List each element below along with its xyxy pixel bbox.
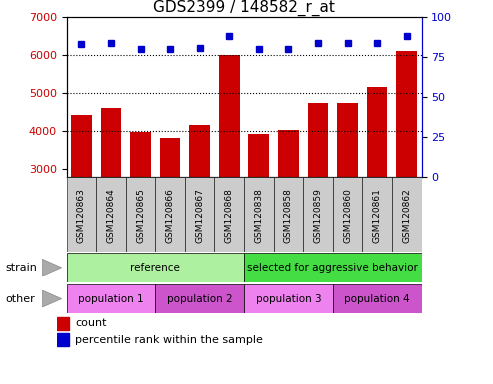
Text: GSM120860: GSM120860 [343,188,352,243]
Bar [248,134,269,177]
Text: percentile rank within the sample: percentile rank within the sample [75,335,263,345]
Text: population 1: population 1 [78,293,144,304]
Text: count: count [75,318,106,328]
Text: GSM120864: GSM120864 [106,188,115,243]
Bar [67,177,96,252]
Bar [244,253,422,282]
Text: population 2: population 2 [167,293,233,304]
Bar [392,177,422,252]
Bar [244,177,274,252]
Text: GSM120862: GSM120862 [402,188,411,243]
Text: other: other [5,293,35,304]
Text: GSM120868: GSM120868 [225,188,234,243]
Bar [57,333,70,346]
Text: GSM120858: GSM120858 [284,188,293,243]
Bar [101,108,121,177]
Bar [160,137,180,177]
Text: GSM120863: GSM120863 [77,188,86,243]
Text: population 3: population 3 [255,293,321,304]
Bar [214,177,244,252]
Bar [126,177,155,252]
Text: selected for aggressive behavior: selected for aggressive behavior [247,263,418,273]
Polygon shape [42,259,62,276]
Bar [244,284,333,313]
Bar [367,88,387,177]
Bar [57,317,70,329]
Bar [396,51,417,177]
Bar [155,177,185,252]
Bar [337,103,358,177]
Bar [303,177,333,252]
Bar [189,125,210,177]
Bar [67,284,155,313]
Bar [130,132,151,177]
Text: population 4: population 4 [344,293,410,304]
Bar [155,284,244,313]
Bar [219,55,240,177]
Text: GSM120866: GSM120866 [166,188,175,243]
Text: GSM120861: GSM120861 [373,188,382,243]
Text: GSM120867: GSM120867 [195,188,204,243]
Bar [362,177,392,252]
Text: GSM120859: GSM120859 [314,188,322,243]
Title: GDS2399 / 148582_r_at: GDS2399 / 148582_r_at [153,0,335,16]
Text: reference: reference [130,263,180,273]
Text: strain: strain [5,263,37,273]
Bar [308,103,328,177]
Bar [185,177,214,252]
Text: GSM120838: GSM120838 [254,188,263,243]
Polygon shape [42,290,62,307]
Bar [333,284,422,313]
Text: GSM120865: GSM120865 [136,188,145,243]
Bar [278,130,299,177]
Bar [333,177,362,252]
Bar [67,253,244,282]
Bar [96,177,126,252]
Bar [71,115,92,177]
Bar [274,177,303,252]
